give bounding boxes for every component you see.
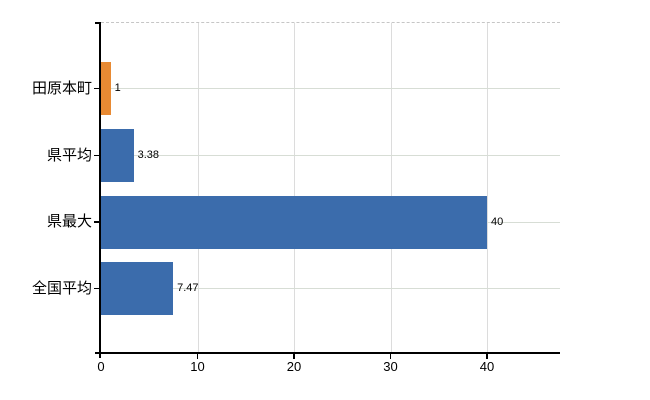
x-tick-label: 10 [190, 359, 205, 374]
plot-top-border [101, 22, 560, 23]
x-tick-label: 30 [383, 359, 398, 374]
x-tick-mark [196, 354, 199, 359]
bar-value-label: 40 [491, 215, 504, 228]
x-tick-label: 40 [479, 359, 495, 374]
y-tick-mark [94, 154, 101, 157]
y-tick-mark [94, 87, 101, 90]
category-label: 全国平均 [31, 279, 92, 297]
y-tick-mark [94, 287, 101, 290]
y-tick-mark [94, 221, 101, 223]
h-gridline [101, 155, 560, 156]
x-tick-label: 20 [286, 359, 302, 374]
h-gridline [101, 288, 560, 289]
y-axis-top-cap [95, 22, 101, 24]
x-axis-line [95, 352, 560, 354]
x-tick-mark [293, 354, 295, 359]
v-gridline [487, 23, 488, 352]
v-gridline [294, 23, 295, 352]
bar-value-label: 7.47 [177, 282, 199, 294]
bar-value-label: 1 [114, 82, 121, 94]
bar [101, 129, 134, 182]
h-gridline [101, 88, 560, 89]
x-tick-mark [389, 354, 392, 359]
category-label: 県最大 [46, 213, 92, 230]
bar [101, 195, 487, 249]
x-tick-label: 0 [97, 359, 105, 374]
y-axis-line [99, 22, 101, 358]
bar [101, 262, 174, 315]
category-label: 県平均 [46, 146, 92, 164]
bar-value-label: 3.38 [137, 149, 160, 161]
x-tick-mark [486, 354, 488, 359]
category-label: 田原本町 [31, 79, 92, 97]
v-gridline [197, 23, 199, 352]
v-gridline [390, 23, 392, 352]
bar [101, 62, 111, 115]
